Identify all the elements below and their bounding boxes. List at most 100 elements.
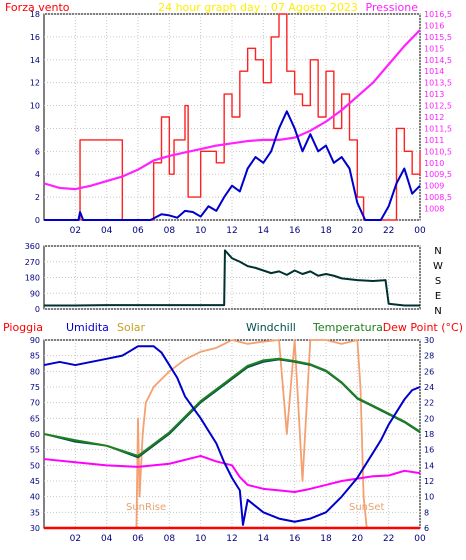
pressure-y2-tick-1010: 1010 (424, 159, 444, 168)
direction-y-tick-270: 270 (25, 258, 40, 267)
pressure-y2-tick-1014: 1014 (424, 67, 444, 76)
wind-y-tick-18: 18 (30, 10, 40, 19)
sunset-label: SunSet (349, 502, 385, 513)
pressure-y2-tick-1016: 1016 (424, 21, 444, 30)
top-x-tick-18: 18 (320, 226, 332, 236)
legend-temperatura: Temperatura (312, 321, 383, 334)
top-x-tick-02: 02 (70, 226, 81, 236)
bot-x-tick-00: 00 (414, 534, 426, 544)
wind-y-tick-8: 8 (35, 124, 40, 133)
legend-solar: Solar (117, 321, 146, 334)
bot-x-tick-22: 22 (383, 534, 394, 544)
pressure-y2-tick-1011: 1011 (424, 136, 444, 145)
wind-axis-label: Forza vento (5, 1, 70, 14)
pressure-y2-tick-1009-5: 1009,5 (424, 170, 452, 179)
dewpoint-y2-tick-20: 20 (424, 414, 434, 423)
wind-y-tick-0: 0 (35, 216, 40, 225)
top-x-tick-08: 08 (164, 226, 176, 236)
direction-y-tick-90: 90 (30, 289, 40, 298)
legend-dewpoint: Dew Point (°C) (383, 321, 463, 334)
top-x-tick-04: 04 (101, 226, 113, 236)
pressure-y2-tick-1012-5: 1012,5 (424, 102, 452, 111)
dewpoint-y2-tick-10: 10 (424, 493, 434, 502)
dewpoint-y2-tick-28: 28 (424, 352, 434, 361)
wind-direction-plot-area (43, 245, 421, 310)
humidity-y-tick-70: 70 (30, 399, 40, 408)
top-x-tick-22: 22 (383, 226, 394, 236)
direction-compass-n-4: N (434, 306, 441, 317)
bot-x-tick-16: 16 (289, 534, 301, 544)
series-temperatura (43, 357, 421, 457)
legend-pioggia: Pioggia (3, 321, 43, 334)
bot-x-tick-20: 20 (352, 534, 364, 544)
series-forza-vento-media (44, 110, 421, 221)
top-x-tick-00: 00 (414, 226, 426, 236)
bot-x-tick-06: 06 (132, 534, 144, 544)
dewpoint-y2-tick-18: 18 (424, 430, 434, 439)
dewpoint-y2-tick-16: 16 (424, 446, 434, 455)
graph-title: 24 hour graph day : 07 Agosto 2023 (158, 1, 358, 14)
temperature-humidity-axes: 02 04 06 08 10 12 14 16 18 20 22 00 30 35 40 45 50 55 60 65… (30, 336, 434, 544)
dewpoint-y2-tick-24: 24 (424, 383, 434, 392)
series-umidita (43, 345, 421, 526)
bot-x-tick-18: 18 (320, 534, 332, 544)
pressure-axis-label: Pressione (366, 1, 419, 14)
series-direzione-vento (44, 249, 420, 307)
pressure-y2-tick-1008-5: 1008,5 (424, 193, 452, 202)
direction-compass-w-1: W (433, 261, 443, 272)
humidity-y-tick-75: 75 (30, 383, 40, 392)
pressure-y2-tick-1009: 1009 (424, 182, 444, 191)
direction-y-tick-180: 180 (25, 274, 40, 283)
top-x-tick-10: 10 (195, 226, 207, 236)
humidity-y-tick-60: 60 (30, 430, 40, 439)
pressure-y2-tick-1011-5: 1011,5 (424, 124, 452, 133)
temperature-humidity-series (43, 339, 421, 530)
humidity-y-tick-30: 30 (30, 524, 40, 533)
top-x-tick-14: 14 (258, 226, 270, 236)
dewpoint-y2-tick-30: 30 (424, 336, 434, 345)
top-x-tick-20: 20 (352, 226, 364, 236)
top-x-tick-06: 06 (132, 226, 144, 236)
series-solar (44, 339, 420, 529)
wind-y-tick-16: 16 (30, 33, 40, 42)
pressure-y2-tick-1014-5: 1014,5 (424, 56, 452, 65)
direction-compass-e-3: E (435, 291, 441, 302)
direction-compass-s-2: S (435, 276, 441, 287)
wind-pressure-series (43, 13, 421, 221)
sunrise-label: SunRise (126, 502, 166, 513)
direction-compass-n-0: N (434, 246, 441, 257)
legend-umidita: Umidita (66, 321, 109, 334)
bot-x-tick-14: 14 (258, 534, 270, 544)
humidity-y-tick-80: 80 (30, 367, 40, 376)
wind-direction-series (44, 249, 420, 307)
humidity-y-tick-90: 90 (30, 336, 40, 345)
pressure-y2-tick-1016-5: 1016,5 (424, 10, 452, 19)
humidity-y-tick-40: 40 (30, 493, 40, 502)
bot-x-tick-08: 08 (164, 534, 176, 544)
series-dew-point-c (43, 454, 421, 493)
top-x-tick-16: 16 (289, 226, 301, 236)
series-forza-vento (44, 13, 421, 221)
wind-pressure-axes: 02 04 06 08 10 12 14 16 18 20 22 000246810121416181… (30, 10, 452, 236)
dewpoint-y2-tick-8: 8 (424, 508, 429, 517)
dewpoint-y2-tick-14: 14 (424, 461, 434, 470)
pressure-y2-tick-1013-5: 1013,5 (424, 79, 452, 88)
pressure-y2-tick-1010-5: 1010,5 (424, 147, 452, 156)
top-x-tick-12: 12 (226, 226, 237, 236)
wind-y-tick-4: 4 (35, 170, 40, 179)
bot-x-tick-02: 02 (70, 534, 81, 544)
bot-x-tick-12: 12 (226, 534, 237, 544)
humidity-y-tick-50: 50 (30, 461, 40, 470)
pressure-y2-tick-1008: 1008 (424, 205, 444, 214)
wind-y-tick-14: 14 (30, 56, 40, 65)
pressure-y2-tick-1013: 1013 (424, 90, 444, 99)
direction-y-tick-0: 0 (35, 305, 40, 314)
direction-y-tick-360: 360 (25, 242, 40, 251)
wind-y-tick-12: 12 (30, 79, 40, 88)
bot-x-tick-10: 10 (195, 534, 207, 544)
series-pressione (43, 29, 421, 191)
pressure-y2-tick-1015: 1015 (424, 44, 444, 53)
dewpoint-y2-tick-26: 26 (424, 367, 434, 376)
